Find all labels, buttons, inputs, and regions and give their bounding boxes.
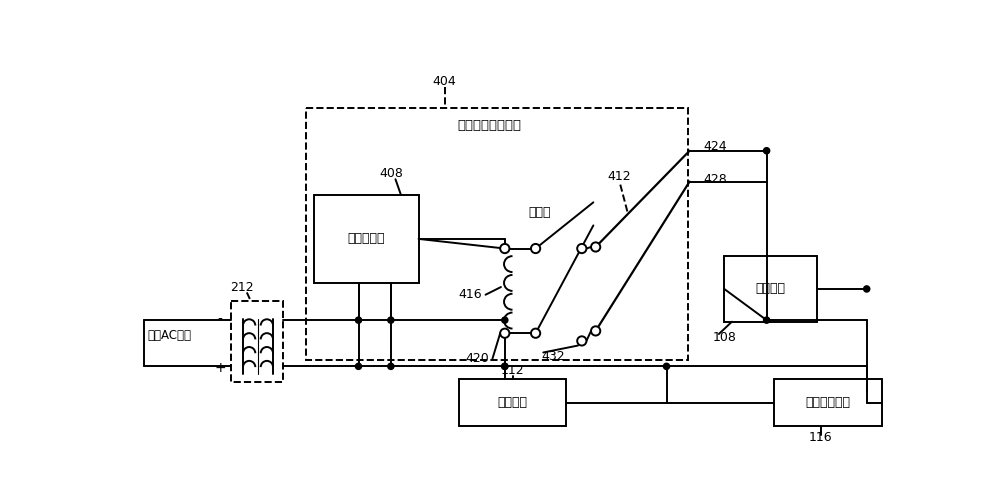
Circle shape [500,329,509,338]
Circle shape [591,243,600,251]
Text: 416: 416 [458,288,482,301]
Text: 继电器: 继电器 [528,206,551,219]
Bar [459,379,566,426]
Circle shape [388,363,394,369]
Text: 404: 404 [433,75,457,88]
Circle shape [764,317,770,323]
Circle shape [355,317,362,323]
Circle shape [502,363,508,369]
Circle shape [531,244,540,253]
Bar [774,379,882,426]
Circle shape [388,317,394,323]
Bar [724,256,817,322]
Text: 泄漏缓解控制电路: 泄漏缓解控制电路 [457,119,521,132]
Text: 循环风机: 循环风机 [755,282,785,295]
Text: 控制模块: 控制模块 [498,396,528,409]
Text: 输入AC电力: 输入AC电力 [148,329,192,342]
Text: 412: 412 [607,171,631,184]
Text: 408: 408 [379,167,403,180]
Text: 428: 428 [703,173,727,186]
Circle shape [500,244,509,253]
Text: -: - [217,313,222,327]
Text: 420: 420 [466,352,489,365]
Circle shape [502,317,508,323]
Circle shape [591,326,600,335]
Text: 112: 112 [501,364,524,377]
Text: 108: 108 [713,330,737,344]
Text: +: + [214,361,226,375]
Circle shape [764,148,770,154]
Circle shape [577,336,586,345]
Circle shape [663,363,670,369]
Circle shape [577,244,586,253]
Text: 432: 432 [542,350,565,363]
Circle shape [355,363,362,369]
Circle shape [531,329,540,338]
Text: 泄漏传感器: 泄漏传感器 [347,233,385,246]
Circle shape [502,363,508,369]
Text: 116: 116 [809,431,832,444]
Text: 212: 212 [230,280,253,293]
Text: 温度控制装置: 温度控制装置 [806,396,851,409]
Circle shape [864,286,870,292]
Bar [231,301,283,382]
Text: 424: 424 [703,140,727,153]
Bar [306,108,688,360]
Bar [314,195,419,283]
